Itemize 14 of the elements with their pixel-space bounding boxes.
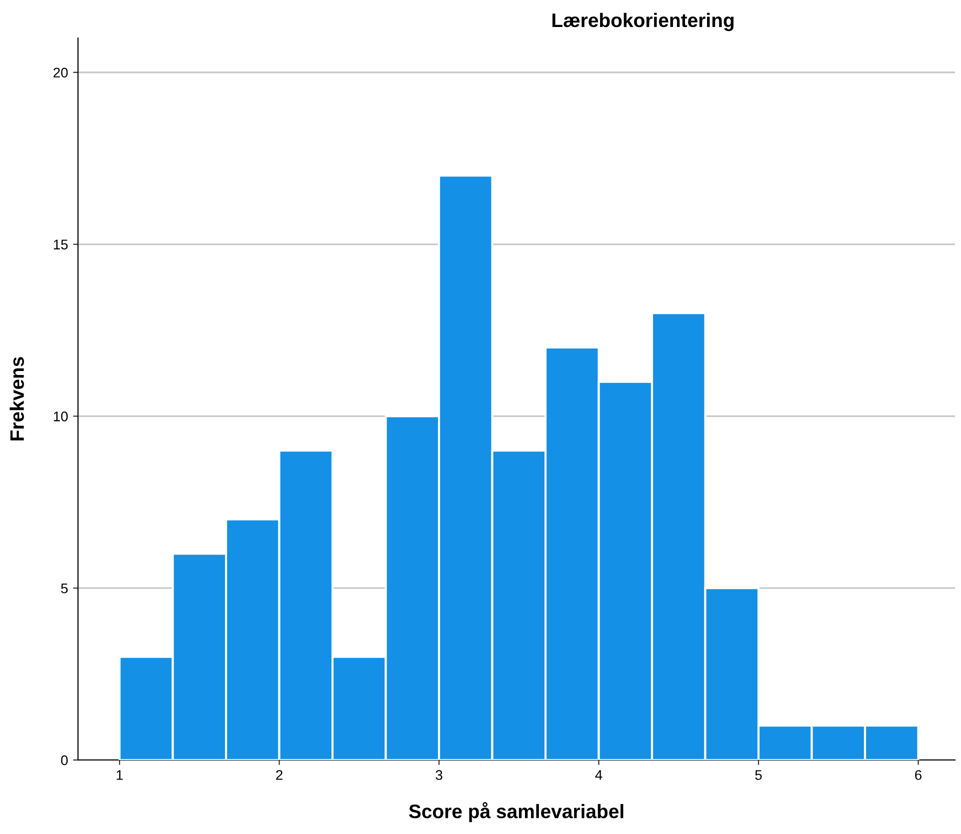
x-tick-label: 5: [755, 770, 762, 780]
chart-title: Lærebokorientering: [552, 12, 734, 32]
y-tick-label: 15: [54, 240, 68, 250]
y-tick-label: 0: [61, 755, 68, 766]
y-tick-label: 5: [61, 584, 68, 594]
y-tick-label: 20: [54, 68, 68, 78]
x-tick-label: 3: [436, 770, 442, 780]
x-tick-label: 6: [915, 770, 922, 780]
x-tick-label: 4: [595, 770, 602, 780]
x-tick-label: 2: [276, 770, 282, 780]
y-tick-label: 10: [54, 412, 68, 422]
y-axis-title: Frekvens: [10, 357, 24, 440]
x-axis-title: Score på samlevariabel: [408, 802, 624, 822]
x-tick-label: 1: [116, 770, 123, 780]
